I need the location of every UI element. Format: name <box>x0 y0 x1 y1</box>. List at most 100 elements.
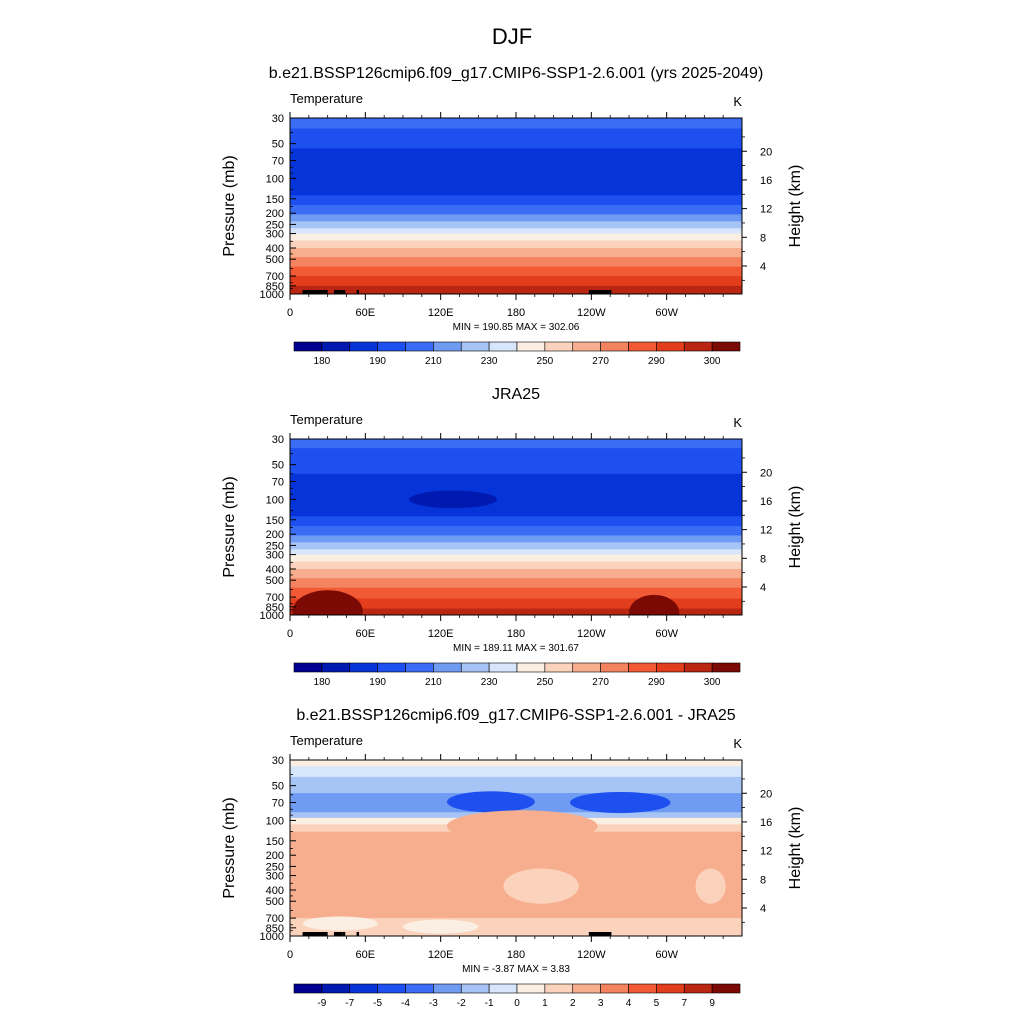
contour-feature <box>302 916 378 931</box>
colorbar-label: 190 <box>369 356 386 367</box>
x-tick-label: 120E <box>428 628 454 640</box>
contour-feature <box>403 919 479 934</box>
colorbar-swatch <box>377 662 406 673</box>
colorbar-label: -9 <box>317 998 326 1009</box>
y-tick-label: 50 <box>272 781 284 793</box>
height-tick-label: 16 <box>760 817 772 829</box>
colorbar-swatch <box>488 983 518 994</box>
contour-feature <box>292 590 363 615</box>
colorbar-swatch <box>349 983 378 994</box>
contour-feature <box>629 594 680 615</box>
height-tick-label: 12 <box>760 525 772 537</box>
contour-band <box>290 760 742 767</box>
contour-band <box>290 448 742 475</box>
height-tick-label: 8 <box>760 874 766 886</box>
panel-unit-label: K <box>733 736 742 751</box>
y-tick-label: 400 <box>266 885 284 897</box>
height-tick-label: 20 <box>760 146 772 158</box>
height-tick-label: 16 <box>760 496 772 508</box>
contour-band <box>290 148 742 196</box>
x-tick-label: 60E <box>356 949 376 961</box>
y-tick-label: 850 <box>266 281 284 293</box>
x-tick-label: 60E <box>356 628 376 640</box>
x-tick-label: 0 <box>287 628 293 640</box>
height-tick-label: 12 <box>760 204 772 216</box>
contour-band <box>290 918 742 936</box>
colorbar-swatch <box>600 662 629 673</box>
y-tick-label: 700 <box>266 271 284 283</box>
contour-band <box>290 608 742 615</box>
topography-mask <box>333 932 343 936</box>
colorbar-label: 230 <box>481 677 498 688</box>
contour-feature <box>446 810 598 842</box>
colorbar-label: 9 <box>709 998 715 1009</box>
panel-1: b.e21.BSSP126cmip6.f09_g17.CMIP6-SSP1-2.… <box>221 65 804 367</box>
contour-band <box>290 473 742 517</box>
y-tick-label: 500 <box>266 896 284 908</box>
colorbar-swatch <box>349 662 378 673</box>
x-tick-label: 60W <box>655 949 678 961</box>
x-tick-label: 180 <box>507 307 525 319</box>
colorbar-label: 1 <box>542 998 548 1009</box>
x-tick-label: 0 <box>287 307 293 319</box>
colorbar-swatch <box>293 983 323 994</box>
colorbar-label: -5 <box>373 998 382 1009</box>
colorbar-swatch <box>544 983 574 994</box>
y-tick-label: 250 <box>266 540 284 552</box>
x-tick-label: 120W <box>577 307 606 319</box>
colorbar-label: 3 <box>598 998 604 1009</box>
colorbar-swatch <box>628 983 657 994</box>
panel-left-label: Temperature <box>290 412 363 427</box>
y-tick-label: 400 <box>266 243 284 255</box>
contour-band <box>290 535 742 543</box>
y-tick-label: 850 <box>266 602 284 614</box>
topography-mask <box>588 290 612 294</box>
colorbar-swatch <box>321 983 351 994</box>
plot-area <box>290 118 742 294</box>
colorbar-swatch <box>349 341 378 352</box>
colorbar-swatch <box>433 341 462 352</box>
colorbar-label: 300 <box>704 677 721 688</box>
height-tick-label: 12 <box>760 846 772 858</box>
contour-band <box>290 240 742 249</box>
colorbar-swatch <box>572 983 601 994</box>
colorbar-swatch <box>683 341 713 352</box>
topography-mask <box>342 290 346 294</box>
y-tick-label: 150 <box>266 836 284 848</box>
ylabel: Pressure (mb) <box>221 797 238 898</box>
y-tick-label: 1000 <box>260 931 284 943</box>
contour-feature <box>569 791 671 814</box>
topography-mask <box>342 932 346 936</box>
colorbar-swatch <box>321 662 351 673</box>
panel-title: JRA25 <box>492 386 540 403</box>
colorbar-label: 180 <box>314 677 331 688</box>
y-tick-label: 850 <box>266 923 284 935</box>
contour-band <box>290 549 742 556</box>
colorbar-label: 300 <box>704 356 721 367</box>
colorbar-label: -3 <box>429 998 438 1009</box>
colorbar-swatch <box>460 341 490 352</box>
contour-band <box>290 228 742 235</box>
colorbar-swatch <box>293 341 323 352</box>
colorbar-swatch <box>628 662 657 673</box>
ylabel-right: Height (km) <box>787 165 804 248</box>
colorbar-swatch <box>628 341 657 352</box>
panel-title: b.e21.BSSP126cmip6.f09_g17.CMIP6-SSP1-2.… <box>296 707 735 724</box>
colorbar-swatch <box>656 662 685 673</box>
ylabel: Pressure (mb) <box>221 476 238 577</box>
colorbar-swatch <box>516 662 546 673</box>
stats-label: MIN = 190.85 MAX = 302.06 <box>453 322 580 333</box>
topography-mask <box>356 290 360 294</box>
x-tick-label: 180 <box>507 949 525 961</box>
figure-title: DJF <box>492 24 532 49</box>
y-tick-label: 70 <box>272 798 284 810</box>
colorbar-label: 230 <box>481 356 498 367</box>
y-tick-label: 700 <box>266 592 284 604</box>
contour-feature <box>409 490 498 509</box>
topography-mask <box>356 932 360 936</box>
colorbar-swatch <box>572 341 601 352</box>
y-tick-label: 200 <box>266 850 284 862</box>
colorbar-swatch <box>460 662 490 673</box>
